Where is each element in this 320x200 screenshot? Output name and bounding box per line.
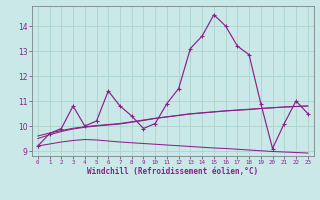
X-axis label: Windchill (Refroidissement éolien,°C): Windchill (Refroidissement éolien,°C): [87, 167, 258, 176]
